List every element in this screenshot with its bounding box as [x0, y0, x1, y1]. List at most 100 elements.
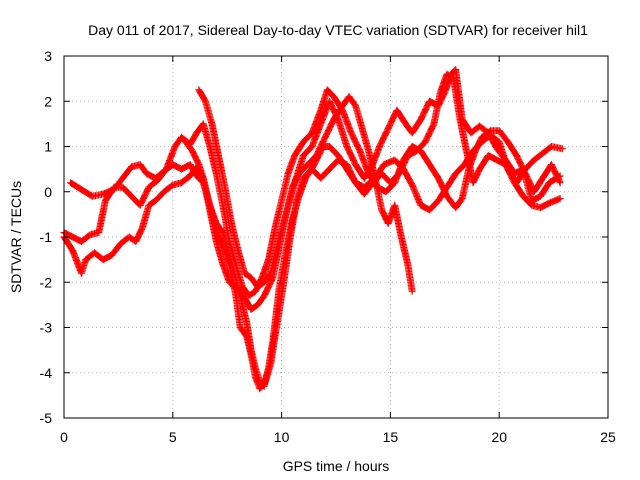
data-point: [343, 165, 359, 185]
data-point: [119, 164, 134, 182]
y-tick-label: -2: [40, 274, 53, 290]
data-point: [291, 139, 307, 160]
data-point: [334, 152, 350, 172]
data-point: [367, 144, 383, 173]
y-axis-label: SDTVAR / TECUs: [8, 181, 24, 293]
data-point: [136, 185, 152, 209]
data-point: [77, 232, 93, 245]
data-point: [206, 201, 220, 235]
data-point: [493, 145, 509, 163]
data-point: [136, 161, 150, 176]
data-point: [484, 152, 500, 163]
data-point: [278, 171, 292, 205]
data-point: [358, 124, 372, 153]
data-point: [219, 201, 233, 244]
x-tick-label: 20: [491, 429, 507, 445]
data-point: [256, 381, 267, 393]
data-point: [119, 183, 134, 199]
series-3: [60, 86, 564, 300]
data-point: [232, 260, 246, 289]
data-point: [186, 161, 200, 179]
data-point: [436, 72, 450, 96]
data-point: [408, 287, 416, 295]
data-point: [247, 302, 260, 313]
data-point: [199, 174, 213, 208]
data-point: [282, 180, 298, 218]
series-4: [182, 131, 566, 393]
data-point: [269, 284, 283, 345]
data-point: [236, 292, 250, 325]
data-point: [391, 201, 405, 239]
y-tick-label: 3: [44, 48, 52, 64]
data-point: [225, 238, 239, 267]
data-point: [376, 126, 392, 150]
data-point: [188, 147, 202, 167]
data-point: [108, 241, 124, 259]
data-point: [260, 366, 272, 388]
data-point: [265, 226, 279, 264]
data-point: [206, 143, 220, 176]
y-tick-label: 0: [44, 184, 52, 200]
data-point: [291, 153, 307, 187]
y-tick-label: -1: [40, 229, 53, 245]
data-point: [469, 167, 483, 187]
data-point: [434, 90, 448, 110]
data-point: [504, 138, 520, 158]
data-point: [212, 170, 226, 208]
data-point: [519, 192, 535, 208]
data-point: [195, 86, 209, 104]
data-point: [323, 86, 337, 100]
data-point: [245, 288, 258, 300]
data-point: [154, 166, 169, 184]
data-point: [426, 198, 441, 214]
data-point: [221, 183, 235, 226]
data-point: [299, 130, 315, 146]
data-point: [162, 144, 178, 173]
data-point: [95, 198, 109, 236]
data-point: [397, 233, 411, 267]
data-point: [343, 143, 359, 167]
data-point: [317, 166, 332, 182]
data-point: [400, 165, 415, 188]
data-point: [458, 167, 472, 202]
data-point: [417, 99, 433, 123]
data-point: [382, 180, 398, 196]
data-point: [295, 176, 309, 200]
data-point: [310, 144, 326, 169]
data-point: [452, 66, 466, 122]
data-point: [404, 260, 416, 294]
data-point: [530, 150, 545, 164]
data-point: [212, 238, 226, 267]
data-point: [434, 185, 450, 205]
data-point: [330, 93, 346, 113]
data-point: [452, 196, 465, 212]
data-point: [234, 247, 248, 276]
data-point: [151, 189, 167, 205]
series-5: [195, 66, 564, 291]
data-point: [545, 173, 563, 187]
data-point: [302, 162, 317, 182]
chart-title: Day 011 of 2017, Sidereal Day-to-day VTE…: [88, 22, 588, 38]
data-point: [201, 97, 215, 126]
data-point: [101, 185, 117, 205]
data-point: [484, 129, 500, 151]
series-1: [60, 93, 416, 313]
data-point: [539, 144, 554, 157]
data-point: [271, 198, 285, 232]
x-tick-labels: 0 5 10 15 20 25: [60, 429, 616, 445]
x-tick-label: 0: [60, 429, 68, 445]
data-point: [393, 106, 409, 127]
data-point: [145, 198, 158, 209]
data-point: [334, 115, 350, 149]
data-point: [308, 121, 324, 150]
data-point: [267, 244, 281, 277]
data-point: [228, 219, 242, 253]
data-markers: [60, 66, 566, 393]
data-point: [260, 275, 276, 300]
data-point: [284, 153, 298, 178]
data-point: [556, 195, 564, 203]
data-point: [345, 93, 359, 108]
data-point: [208, 120, 222, 158]
x-axis-label: GPS time / hours: [283, 458, 390, 474]
y-tick-label: -4: [40, 365, 53, 381]
